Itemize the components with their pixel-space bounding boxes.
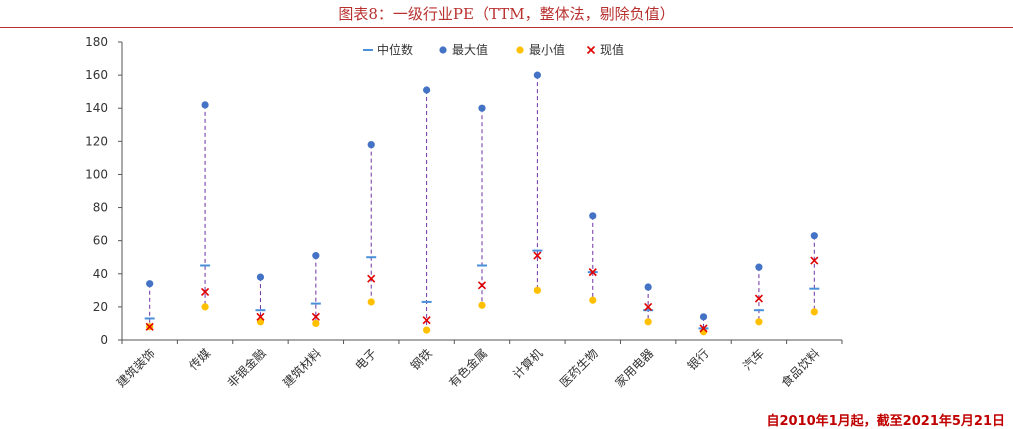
min-point [367, 298, 375, 306]
legend-label: 最大值 [452, 42, 488, 57]
y-tick-label: 180 [85, 35, 108, 49]
x-category-label: 计算机 [509, 346, 545, 382]
current-marker [810, 256, 819, 265]
min-point [423, 326, 431, 334]
current-marker [644, 302, 653, 311]
legend-label: 现值 [600, 42, 624, 57]
max-point [810, 232, 818, 240]
legend-label: 中位数 [377, 42, 413, 57]
current-marker [533, 251, 542, 260]
max-point [367, 141, 375, 149]
max-point [312, 251, 320, 260]
y-tick-label: 60 [93, 234, 108, 248]
y-tick-label: 20 [93, 300, 108, 314]
current-marker [256, 312, 265, 321]
y-tick-label: 40 [93, 267, 108, 281]
min-point [589, 296, 597, 304]
max-point [146, 280, 154, 288]
min-point [644, 318, 652, 326]
current-marker [145, 322, 154, 331]
max-point [256, 273, 265, 281]
legend-max-marker [439, 46, 447, 54]
min-point [201, 303, 209, 311]
title-rule [0, 27, 1013, 28]
max-point [478, 104, 486, 112]
x-category-label: 钢铁 [408, 346, 435, 373]
x-category-label: 传媒 [186, 346, 214, 374]
x-category-label: 银行 [685, 346, 712, 373]
date-range-note: 自2010年1月起，截至2021年5月21日 [766, 414, 1005, 429]
legend-current-marker [586, 45, 596, 55]
current-marker [588, 268, 597, 277]
x-category-label: 建筑装饰 [113, 346, 158, 391]
max-point [699, 313, 708, 321]
y-tick-label: 120 [85, 134, 108, 148]
legend-label: 最小值 [529, 42, 565, 57]
x-category-label: 汽车 [739, 346, 767, 374]
x-category-label: 非银金融 [224, 346, 269, 391]
min-point [478, 301, 486, 309]
x-category-label: 家用电器 [612, 346, 657, 391]
current-marker [422, 316, 431, 325]
min-point [256, 318, 265, 326]
min-point [755, 318, 763, 326]
y-tick-label: 0 [100, 333, 108, 347]
x-category-label: 建筑材料 [279, 346, 324, 391]
max-point [201, 101, 209, 109]
y-tick-label: 140 [85, 101, 108, 115]
x-category-label: 食品饮料 [778, 346, 823, 391]
min-point [533, 286, 541, 294]
max-point [533, 71, 541, 79]
current-marker [311, 312, 320, 321]
max-point [644, 283, 652, 291]
current-marker [367, 274, 376, 283]
max-point [589, 212, 597, 220]
current-marker [754, 294, 763, 303]
y-tick-label: 100 [85, 167, 108, 181]
max-point [755, 263, 763, 271]
current-marker [477, 281, 487, 290]
current-marker [201, 287, 210, 297]
max-point [423, 86, 431, 94]
current-marker [699, 324, 708, 333]
min-point [810, 308, 818, 316]
x-category-label: 有色金属 [446, 346, 491, 391]
x-category-label: 医药生物 [557, 346, 601, 390]
y-tick-label: 160 [85, 68, 108, 82]
legend-min-marker [516, 46, 524, 54]
min-point [312, 319, 320, 328]
x-category-label: 电子 [352, 346, 379, 373]
chart-title: 图表8：一级行业PE（TTM，整体法，剔除负值） [338, 5, 675, 23]
y-tick-label: 80 [93, 201, 108, 215]
